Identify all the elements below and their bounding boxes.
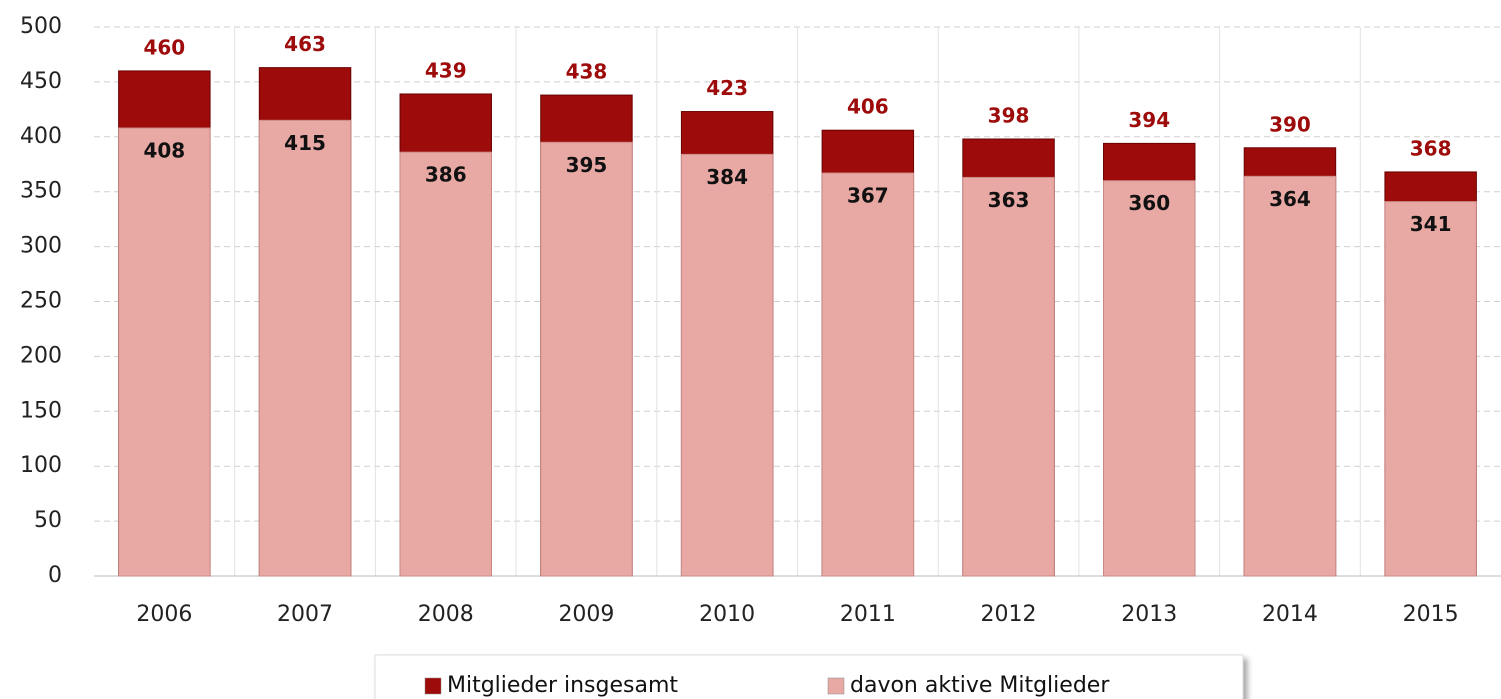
value-label: 439 (425, 58, 467, 82)
legend-swatch (424, 677, 442, 695)
value-label: 367 (847, 184, 889, 208)
y-tick-label: 400 (20, 124, 62, 149)
bar (1384, 201, 1477, 577)
y-tick-label: 350 (20, 179, 62, 204)
legend-box (374, 654, 1244, 699)
x-tick-label: 2008 (418, 602, 474, 627)
x-tick-label: 2010 (699, 602, 755, 627)
value-label: 395 (566, 153, 608, 177)
value-label: 386 (425, 163, 467, 187)
y-tick-label: 50 (34, 508, 62, 533)
bar (118, 127, 211, 577)
value-label: 384 (706, 165, 748, 189)
value-label: 463 (284, 32, 326, 56)
value-label: 341 (1410, 212, 1452, 236)
bar (540, 141, 633, 577)
bar (258, 119, 352, 577)
value-label: 364 (1269, 187, 1311, 211)
bar (821, 172, 915, 577)
y-tick-label: 500 (20, 14, 62, 39)
value-label: 406 (847, 95, 889, 119)
x-tick-label: 2013 (1121, 602, 1177, 627)
legend: Mitglieder insgesamt davon aktive Mitglie… (374, 654, 1244, 699)
y-tick-label: 100 (20, 453, 62, 478)
bar (680, 153, 774, 577)
value-label: 394 (1128, 108, 1170, 132)
value-label: 360 (1128, 191, 1170, 215)
x-tick-label: 2014 (1262, 602, 1318, 627)
value-label: 423 (706, 76, 748, 100)
x-tick-label: 2009 (558, 602, 614, 627)
x-tick-label: 2007 (277, 602, 333, 627)
x-tick-label: 2015 (1403, 602, 1459, 627)
value-label: 415 (284, 131, 326, 155)
value-label: 460 (143, 35, 185, 59)
x-tick-label: 2012 (981, 602, 1037, 627)
legend-label: davon aktive Mitglieder (850, 673, 1110, 698)
bar (399, 151, 492, 577)
y-tick-label: 200 (20, 343, 62, 368)
x-tick-label: 2006 (136, 602, 192, 627)
bar (962, 176, 1055, 577)
value-label: 390 (1269, 112, 1311, 136)
value-label: 398 (988, 103, 1030, 127)
y-tick-label: 250 (20, 289, 62, 314)
bar (1103, 180, 1196, 577)
y-tick-label: 0 (48, 563, 62, 588)
y-tick-label: 300 (20, 234, 62, 259)
value-label: 438 (566, 60, 608, 84)
value-label: 408 (143, 139, 185, 163)
y-tick-label: 150 (20, 398, 62, 423)
legend-swatch (827, 677, 845, 695)
y-tick-label: 450 (20, 69, 62, 94)
bar (1243, 175, 1337, 577)
value-label: 363 (988, 188, 1030, 212)
value-label: 368 (1410, 136, 1452, 160)
legend-label: Mitglieder insgesamt (447, 673, 678, 698)
x-tick-label: 2011 (840, 602, 896, 627)
